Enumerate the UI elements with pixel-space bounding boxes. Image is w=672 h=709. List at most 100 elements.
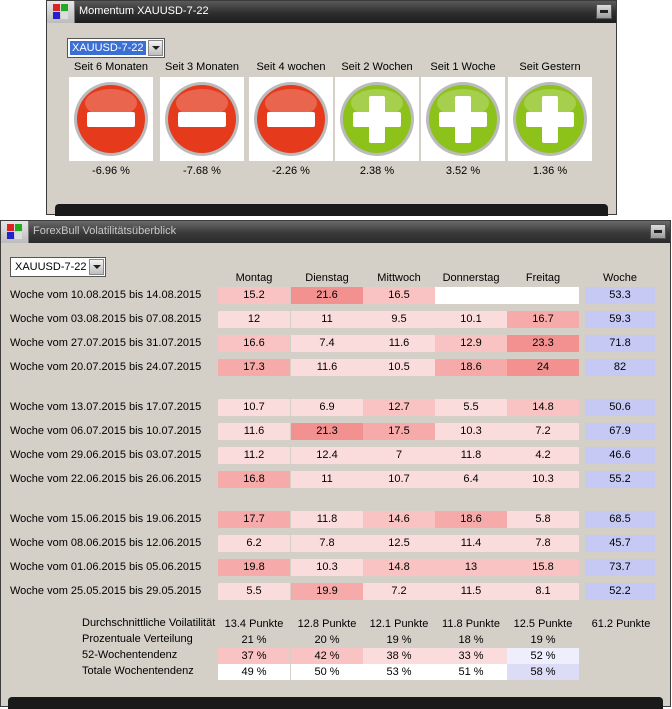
table-cell: 7.2 (507, 423, 579, 440)
momentum-window: Momentum XAUUSD-7-22 XAUUSD-7-22 Seit 6 … (46, 0, 617, 216)
momentum-titlebar[interactable]: Momentum XAUUSD-7-22 (47, 1, 616, 23)
summary-cell: 58 % (507, 664, 579, 680)
column-header-mittwoch: Mittwoch (377, 272, 421, 284)
table-cell: 13 (435, 559, 507, 576)
table-cell: 7.2 (363, 583, 435, 600)
table-cell: 11.2 (218, 447, 290, 464)
momentum-statusbar (55, 204, 608, 216)
table-cell: 12.5 (363, 535, 435, 552)
week-total-cell: 59.3 (585, 311, 655, 328)
minimize-button[interactable] (596, 4, 612, 19)
table-cell: 11 (291, 311, 363, 328)
table-cell: 11.8 (435, 447, 507, 464)
summary-cell: 38 % (363, 648, 435, 664)
momentum-label: Seit 2 Wochen (341, 61, 413, 73)
table-cell: 5.5 (435, 399, 507, 416)
symbol-dropdown[interactable]: XAUUSD-7-22 (10, 257, 106, 277)
chevron-down-icon[interactable] (89, 259, 104, 275)
summary-label: Durchschnittliche Voilatilität (82, 617, 216, 629)
week-total-cell: 82 (585, 359, 655, 376)
momentum-value: -7.68 % (183, 165, 221, 177)
week-total-cell: 67.9 (585, 423, 655, 440)
table-cell: 15.8 (507, 559, 579, 576)
table-cell: 17.7 (218, 511, 290, 528)
minus-icon (249, 77, 333, 161)
table-cell: 11.6 (291, 359, 363, 376)
window-title: ForexBull Volatilitätsüberblick (33, 225, 177, 237)
table-cell: 16.6 (218, 335, 290, 352)
summary-label: Prozentuale Verteilung (82, 633, 193, 645)
column-header-donnerstag: Donnerstag (442, 272, 500, 284)
summary-cell: 53 % (363, 664, 435, 680)
table-cell: 12.7 (363, 399, 435, 416)
week-total-cell: 55.2 (585, 471, 655, 488)
volatility-statusbar (8, 697, 663, 709)
table-cell: 7.8 (291, 535, 363, 552)
summary-cell: 12.1 Punkte (369, 618, 429, 630)
column-header-montag: Montag (235, 272, 273, 284)
summary-cell: 50 % (291, 664, 363, 680)
week-total-cell: 46.6 (585, 447, 655, 464)
momentum-value: 2.38 % (359, 165, 395, 177)
summary-cell: 19 % (386, 634, 412, 646)
table-cell: 21.3 (291, 423, 363, 440)
week-row-label: Woche vom 01.06.2015 bis 05.06.2015 (10, 561, 202, 573)
chevron-down-icon[interactable] (148, 40, 163, 56)
app-icon (53, 4, 68, 19)
window-title: Momentum XAUUSD-7-22 (79, 5, 209, 17)
summary-cell: 61.2 Punkte (591, 618, 651, 630)
minimize-button[interactable] (650, 224, 666, 239)
momentum-value: 1.36 % (532, 165, 568, 177)
table-cell: 11 (291, 471, 363, 488)
table-cell (507, 287, 579, 304)
table-cell: 10.7 (218, 399, 290, 416)
week-total-cell: 45.7 (585, 535, 655, 552)
table-cell: 6.9 (291, 399, 363, 416)
week-row-label: Woche vom 29.06.2015 bis 03.07.2015 (10, 449, 202, 461)
table-cell: 10.5 (363, 359, 435, 376)
table-cell: 10.3 (435, 423, 507, 440)
summary-cell: 42 % (291, 648, 363, 664)
table-cell: 18.6 (435, 511, 507, 528)
week-row-label: Woche vom 22.06.2015 bis 26.06.2015 (10, 473, 202, 485)
table-cell: 12 (218, 311, 290, 328)
table-cell: 7.4 (291, 335, 363, 352)
plus-icon (421, 77, 505, 161)
table-cell: 16.5 (363, 287, 435, 304)
table-cell: 17.5 (363, 423, 435, 440)
summary-cell: 13.4 Punkte (224, 618, 284, 630)
week-row-label: Woche vom 15.06.2015 bis 19.06.2015 (10, 513, 202, 525)
table-cell: 11.5 (435, 583, 507, 600)
table-cell: 5.8 (507, 511, 579, 528)
minus-icon (160, 77, 244, 161)
table-cell: 11.4 (435, 535, 507, 552)
week-total-cell: 68.5 (585, 511, 655, 528)
table-cell: 6.4 (435, 471, 507, 488)
table-cell (435, 287, 507, 304)
week-row-label: Woche vom 13.07.2015 bis 17.07.2015 (10, 401, 202, 413)
summary-cell: 12.5 Punkte (513, 618, 573, 630)
table-cell: 16.8 (218, 471, 290, 488)
week-row-label: Woche vom 27.07.2015 bis 31.07.2015 (10, 337, 202, 349)
table-cell: 9.5 (363, 311, 435, 328)
table-cell: 10.3 (507, 471, 579, 488)
table-cell: 12.9 (435, 335, 507, 352)
summary-cell: 12.8 Punkte (297, 618, 357, 630)
week-row-label: Woche vom 06.07.2015 bis 10.07.2015 (10, 425, 202, 437)
summary-cell: 21 % (241, 634, 267, 646)
table-cell: 21.6 (291, 287, 363, 304)
summary-cell: 52 % (507, 648, 579, 664)
summary-cell: 20 % (314, 634, 340, 646)
summary-cell: 19 % (530, 634, 556, 646)
plus-icon (508, 77, 592, 161)
table-cell: 19.8 (218, 559, 290, 576)
table-cell: 15.2 (218, 287, 290, 304)
summary-cell: 49 % (218, 664, 290, 680)
symbol-dropdown[interactable]: XAUUSD-7-22 (67, 38, 165, 58)
volatility-titlebar[interactable]: ForexBull Volatilitätsüberblick (1, 221, 670, 243)
table-cell: 4.2 (507, 447, 579, 464)
summary-cell: 37 % (218, 648, 290, 664)
symbol-dropdown-value: XAUUSD-7-22 (15, 261, 87, 273)
week-total-cell: 73.7 (585, 559, 655, 576)
week-row-label: Woche vom 03.08.2015 bis 07.08.2015 (10, 313, 202, 325)
